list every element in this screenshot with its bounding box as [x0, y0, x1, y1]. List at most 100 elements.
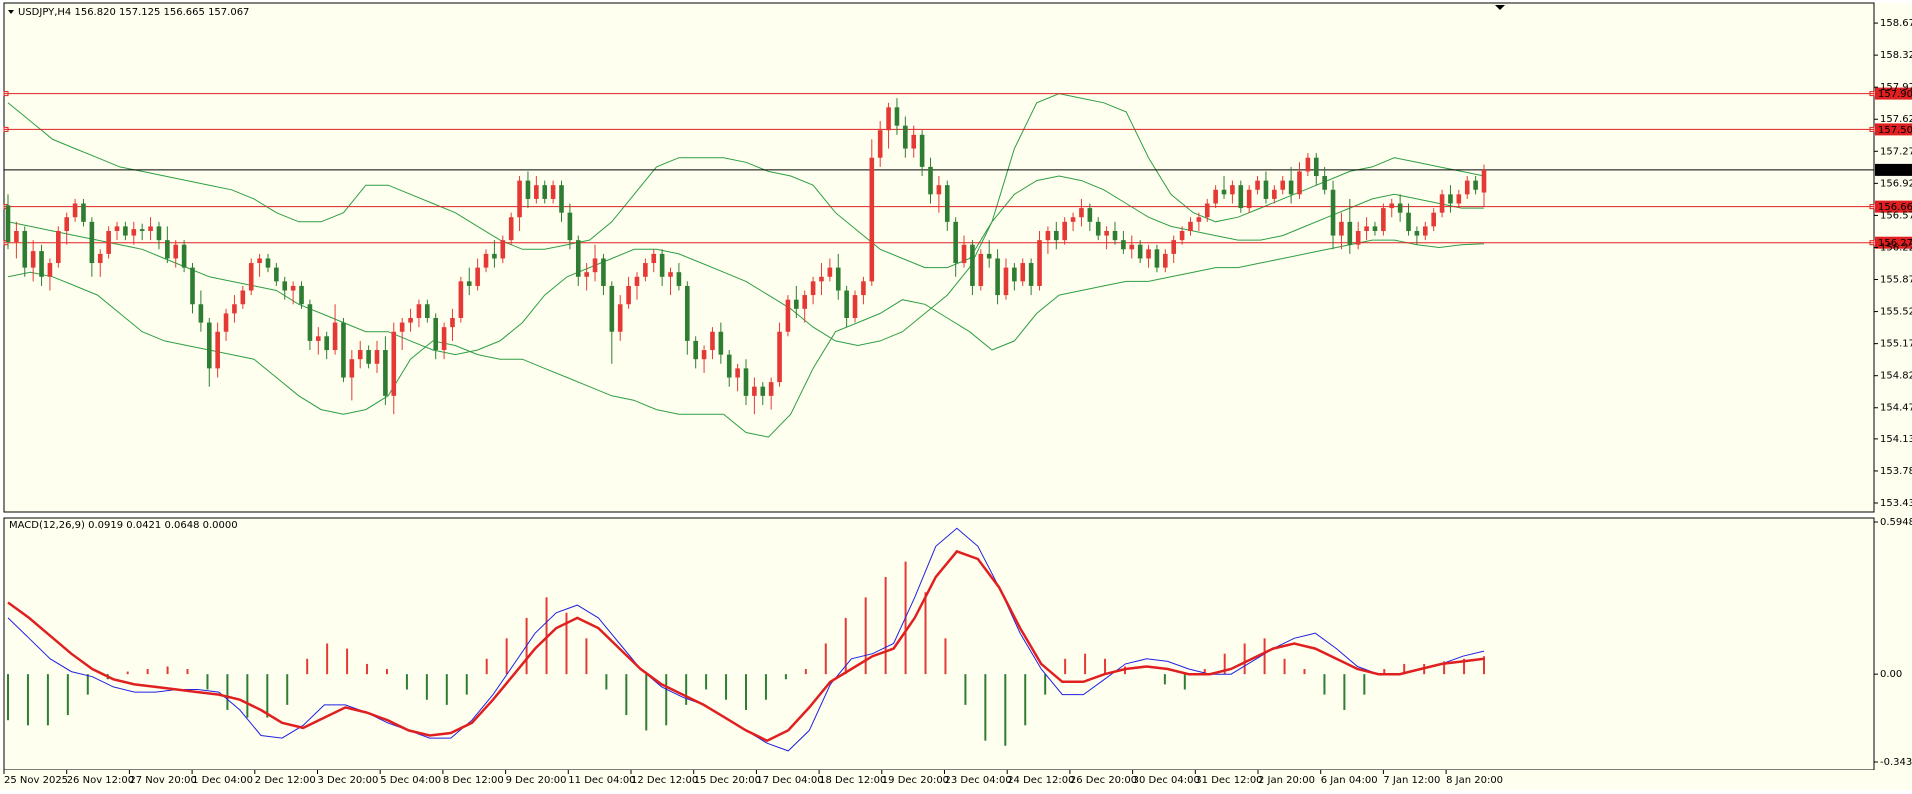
- candle-body: [752, 386, 757, 396]
- candle-body: [441, 327, 447, 351]
- candle-body: [30, 251, 36, 268]
- macd-signal-line: [7, 549, 1485, 743]
- dropdown-triangle-icon[interactable]: [8, 10, 14, 14]
- candle-body: [374, 350, 380, 364]
- level-anchor-left: [3, 126, 9, 132]
- candle-body: [668, 272, 673, 277]
- candle-body: [232, 304, 237, 314]
- main-panel-background: [3, 2, 1875, 513]
- candle-body: [1389, 203, 1395, 209]
- candle-body: [835, 267, 841, 291]
- price-tick-label: 153.430: [1880, 498, 1912, 509]
- price-tick-label: 156.920: [1880, 178, 1912, 189]
- macd-series: [7, 527, 1485, 752]
- level-price-badge: [1875, 123, 1912, 136]
- candle-body: [198, 304, 204, 323]
- candle-body: [1238, 185, 1244, 209]
- candle-body: [173, 244, 179, 259]
- level-price-label: 156.666: [1878, 202, 1912, 213]
- time-tick-label: 3 Dec 20:00: [318, 775, 379, 786]
- candle-body: [1481, 169, 1487, 193]
- candle-body: [399, 322, 405, 332]
- candle-body: [1221, 189, 1227, 195]
- candle-body: [1028, 263, 1034, 286]
- candle-body: [299, 285, 304, 305]
- candle-body: [274, 267, 279, 282]
- candle-body: [257, 258, 262, 264]
- candle-body: [1179, 230, 1185, 241]
- candle-body: [1003, 267, 1009, 296]
- candle-body: [844, 290, 849, 318]
- candle-body: [1104, 230, 1109, 236]
- candle-body: [156, 226, 162, 241]
- candle-body: [542, 185, 548, 199]
- candle-body: [659, 253, 665, 277]
- candle-body: [1414, 230, 1420, 236]
- candle-body: [248, 263, 254, 291]
- candle-body: [1154, 249, 1160, 268]
- price-tick-label: 158.320: [1880, 50, 1912, 61]
- price-tick-label: 155.520: [1880, 307, 1912, 318]
- candle-body: [810, 281, 816, 296]
- candle-body: [601, 258, 606, 286]
- symbol-header: USDJPY,H4 156.820 157.125 156.665 157.06…: [18, 7, 249, 18]
- level-price-badge: [1875, 200, 1912, 213]
- candle-body: [206, 322, 212, 369]
- candle-body: [1196, 217, 1202, 222]
- candle-body: [240, 290, 246, 305]
- candle-body: [265, 258, 271, 268]
- candle-body: [1456, 194, 1462, 204]
- candle-body: [1431, 212, 1436, 227]
- candle-body: [1053, 230, 1059, 241]
- candle-body: [56, 230, 61, 264]
- candle-body: [634, 276, 640, 286]
- candle-body: [567, 212, 573, 241]
- candle-body: [366, 350, 371, 364]
- candle-body: [1188, 221, 1193, 231]
- candle-body: [517, 180, 522, 218]
- chart-shift-marker-icon[interactable]: [1495, 5, 1505, 10]
- candle-body: [1062, 221, 1067, 241]
- candle-body: [106, 230, 111, 254]
- candle-body: [1473, 180, 1478, 190]
- candle-body: [1246, 189, 1252, 209]
- candle-body: [819, 276, 824, 282]
- time-tick-label: 19 Dec 20:00: [882, 775, 949, 786]
- macd-tick-label: 0.5948: [1880, 517, 1912, 528]
- candle-body: [978, 253, 984, 286]
- candle-body: [559, 185, 564, 213]
- level-anchor-right: [1869, 126, 1875, 132]
- candle-body: [919, 134, 925, 167]
- time-tick-label: 11 Dec 04:00: [568, 775, 635, 786]
- candle-body: [22, 230, 28, 268]
- time-tick-label: 2 Jan 20:00: [1258, 775, 1315, 786]
- candle-body: [1322, 176, 1327, 190]
- time-tick-label: 1 Dec 04:00: [192, 775, 253, 786]
- candle-body: [693, 340, 698, 360]
- time-tick-label: 31 Dec 12:00: [1195, 775, 1262, 786]
- macd-panel-background: [3, 517, 1875, 771]
- candle-body: [1045, 230, 1051, 241]
- candle-body: [911, 134, 917, 149]
- candle-body: [617, 304, 623, 332]
- candle-body: [1313, 157, 1319, 177]
- candle-body: [307, 304, 313, 341]
- candle-body: [1297, 171, 1302, 195]
- candle-body: [508, 217, 514, 241]
- candle-body: [1204, 203, 1210, 218]
- level-anchor-right: [1869, 240, 1875, 246]
- candle-body: [995, 258, 1000, 296]
- candle-body: [1288, 180, 1294, 195]
- time-tick-label: 2 Dec 12:00: [255, 775, 316, 786]
- candle-body: [114, 226, 120, 231]
- candle-body: [123, 226, 128, 236]
- level-price-badge: [1875, 236, 1912, 249]
- candle-body: [1012, 267, 1017, 282]
- candle-body: [894, 107, 900, 126]
- price-tick-label: 155.870: [1880, 275, 1912, 286]
- candle-body: [416, 304, 422, 318]
- candle-body: [215, 331, 220, 369]
- candle-body: [710, 331, 715, 351]
